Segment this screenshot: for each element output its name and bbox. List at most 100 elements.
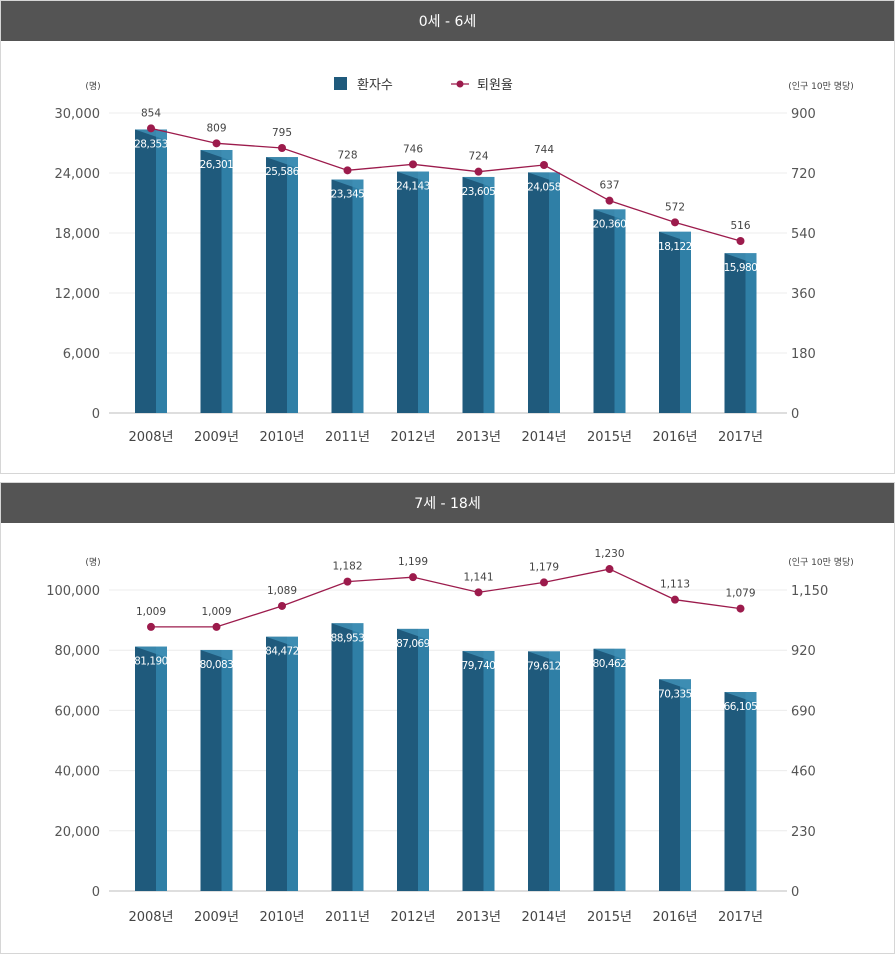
- right-axis-tick-label: 900: [791, 107, 816, 122]
- left-axis-tick-label: 24,000: [55, 167, 101, 182]
- bar-side: [418, 171, 429, 413]
- left-axis-tick-label: 40,000: [55, 765, 101, 780]
- x-axis-tick-label: 2013년: [456, 430, 501, 445]
- bar: [135, 646, 156, 891]
- bar-value-label: 80,462: [593, 658, 627, 670]
- right-axis-tick-label: 690: [791, 704, 816, 719]
- bar: [397, 628, 418, 891]
- right-axis-tick-label: 360: [791, 287, 816, 302]
- left-axis-tick-label: 18,000: [55, 227, 101, 242]
- x-axis-tick-label: 2012년: [390, 430, 435, 445]
- bar-side: [352, 179, 364, 413]
- line-point: [147, 124, 155, 133]
- bar-top-bevel: [200, 149, 233, 161]
- x-axis-tick-label: 2016년: [652, 430, 697, 445]
- line-point: [278, 144, 286, 152]
- bar: [331, 623, 353, 891]
- line-point: [474, 167, 483, 176]
- bar-value-label: 23,605: [462, 186, 496, 198]
- chart-panel-age-7-18: 7세 - 18세 0 0 20,000 230 40,000 460 60,000 690 80…: [0, 482, 895, 954]
- bar-side: [221, 149, 233, 413]
- line-point: [343, 577, 352, 586]
- bar-side: [287, 157, 298, 413]
- right-axis-tick-label: 180: [791, 347, 816, 362]
- bar-value-label: 70,335: [658, 688, 692, 700]
- x-axis-tick-label: 2017년: [718, 430, 763, 445]
- bar-side: [483, 176, 495, 413]
- line-point: [671, 218, 679, 227]
- line-value-label: 809: [206, 122, 226, 134]
- bar: [266, 157, 287, 413]
- left-axis-unit: (명): [85, 557, 100, 568]
- line-point: [605, 565, 614, 574]
- bar-side: [549, 651, 560, 891]
- bar-side: [156, 129, 167, 413]
- bar-value-label: 24,058: [527, 181, 561, 193]
- bar: [397, 171, 418, 413]
- x-axis-tick-label: 2015년: [587, 430, 632, 445]
- bar-value-label: 88,953: [331, 632, 365, 644]
- bar-value-label: 28,353: [134, 138, 168, 150]
- x-axis-tick-label: 2011년: [325, 430, 370, 445]
- right-axis-tick-label: 0: [791, 407, 799, 422]
- line-point: [278, 601, 286, 610]
- bar-top-bevel: [331, 623, 364, 635]
- bar-value-label: 18,122: [658, 241, 692, 253]
- line-point: [343, 166, 352, 175]
- line-value-label: 1,141: [463, 571, 493, 583]
- bar-value-label: 24,143: [396, 181, 430, 193]
- x-axis-tick-label: 2011년: [325, 910, 370, 925]
- left-axis-tick-label: 0: [92, 407, 100, 422]
- line-point: [212, 622, 221, 631]
- line-value-label: 1,113: [660, 579, 690, 591]
- line-point: [540, 161, 548, 169]
- left-axis-tick-label: 20,000: [55, 825, 101, 840]
- bar-side: [221, 649, 233, 891]
- x-axis-tick-label: 2017년: [718, 910, 763, 925]
- chart-header: 7세 - 18세: [1, 483, 894, 523]
- line-value-label: 746: [403, 143, 423, 155]
- bar-value-label: 81,190: [134, 656, 168, 668]
- bar-top-bevel: [462, 650, 495, 662]
- bar-side: [418, 628, 429, 891]
- line-series: [150, 127, 741, 242]
- bar: [200, 649, 222, 891]
- left-axis-tick-label: 80,000: [55, 644, 101, 659]
- line-point: [474, 588, 483, 597]
- x-axis-tick-label: 2015년: [587, 910, 632, 925]
- bar-value-label: 79,612: [527, 660, 561, 672]
- right-axis-tick-label: 720: [791, 167, 816, 182]
- bar-top-bevel: [266, 157, 298, 169]
- bar: [528, 172, 549, 413]
- line-value-label: 1,199: [398, 556, 428, 568]
- bar: [200, 149, 222, 413]
- legend-line-marker: [456, 80, 464, 88]
- bar-top-bevel: [135, 129, 167, 141]
- bar-top-bevel: [593, 648, 626, 660]
- bar: [593, 648, 615, 891]
- bar-value-label: 20,360: [593, 218, 627, 230]
- line-value-label: 1,230: [594, 548, 624, 560]
- line-series: [151, 568, 741, 628]
- right-axis-unit: (인구 10만 명당): [788, 557, 854, 568]
- bar: [724, 253, 746, 413]
- bar-top-bevel: [266, 636, 298, 648]
- x-axis-tick-label: 2008년: [128, 910, 173, 925]
- bar-side: [287, 636, 298, 891]
- bar-top-bevel: [659, 679, 691, 691]
- bar-top-bevel: [528, 651, 560, 663]
- bar-top-bevel: [135, 646, 167, 658]
- right-axis-tick-label: 540: [791, 227, 816, 242]
- line-value-label: 1,009: [201, 606, 231, 618]
- bar-top-bevel: [528, 172, 560, 184]
- bar: [659, 231, 680, 413]
- bar-top-bevel: [397, 171, 429, 183]
- bar: [462, 650, 484, 891]
- bar: [266, 636, 287, 891]
- bar-value-label: 15,980: [724, 262, 758, 274]
- x-axis-tick-label: 2013년: [456, 910, 501, 925]
- bar-top-bevel: [331, 179, 364, 191]
- line-point: [409, 573, 417, 582]
- bar-side: [745, 253, 757, 413]
- line-value-label: 1,079: [725, 588, 755, 600]
